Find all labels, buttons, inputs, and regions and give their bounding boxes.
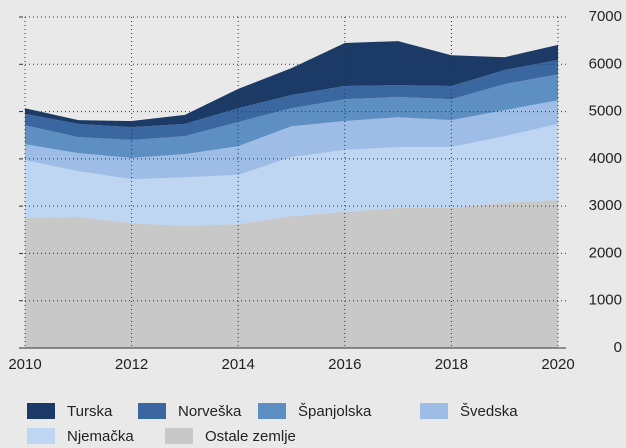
area bbox=[25, 60, 558, 140]
area bbox=[25, 41, 558, 128]
area bbox=[25, 100, 558, 180]
y-tick-label: 2000 bbox=[589, 244, 622, 261]
y-tick-label: 5000 bbox=[589, 103, 622, 120]
x-tick-label: 2012 bbox=[115, 356, 148, 373]
y-tick-label: 3000 bbox=[589, 197, 622, 214]
area bbox=[25, 74, 558, 158]
x-tick-label: 2018 bbox=[435, 356, 468, 373]
legend-swatch bbox=[420, 403, 448, 419]
legend-swatch bbox=[27, 403, 55, 419]
x-tick-label: 2016 bbox=[328, 356, 361, 373]
x-tick-label: 2020 bbox=[541, 356, 574, 373]
area bbox=[25, 199, 558, 348]
area bbox=[25, 123, 558, 227]
legend-swatch bbox=[258, 403, 286, 419]
legend-label: Turska bbox=[67, 403, 113, 420]
legend-label: Njemačka bbox=[67, 428, 134, 445]
y-tick-label: 4000 bbox=[589, 150, 622, 167]
legend-label: Švedska bbox=[460, 403, 518, 420]
legend-label: Norveška bbox=[178, 403, 242, 420]
y-tick-label: 0 bbox=[614, 339, 622, 356]
legend-swatch bbox=[27, 428, 55, 444]
y-tick-label: 6000 bbox=[589, 55, 622, 72]
x-tick-label: 2010 bbox=[8, 356, 41, 373]
y-tick-label: 1000 bbox=[589, 292, 622, 309]
legend-label: Španjolska bbox=[298, 403, 372, 420]
legend-swatch bbox=[165, 428, 193, 444]
x-tick-label: 2014 bbox=[222, 356, 255, 373]
legend-label: Ostale zemlje bbox=[205, 428, 296, 445]
legend-swatch bbox=[138, 403, 166, 419]
y-tick-label: 7000 bbox=[589, 8, 622, 25]
